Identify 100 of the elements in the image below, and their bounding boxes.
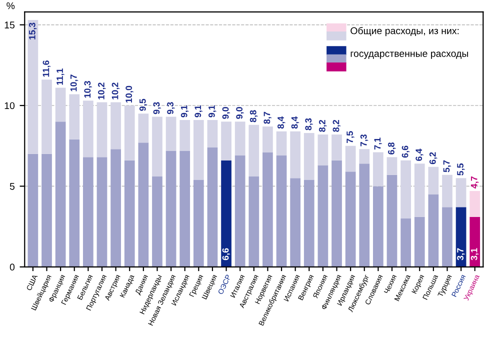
bar	[166, 116, 176, 151]
bar	[110, 102, 121, 150]
bar	[28, 154, 38, 267]
total-label: 8,8	[250, 110, 258, 122]
bar	[138, 114, 149, 143]
total-label: 10,3	[84, 81, 92, 98]
bar	[42, 154, 52, 267]
total-label: 5,5	[457, 163, 465, 176]
bar	[400, 218, 411, 267]
total-label: 8,4	[291, 116, 300, 129]
bar	[221, 122, 232, 160]
bar	[180, 120, 190, 151]
bar	[428, 194, 439, 267]
bar	[193, 120, 204, 180]
bar	[152, 176, 162, 267]
total-label: 7,1	[374, 138, 382, 150]
bar	[55, 88, 66, 122]
bar	[42, 80, 52, 154]
bar	[318, 165, 328, 267]
legend-label: государственные расходы	[350, 52, 468, 59]
bar	[96, 157, 108, 267]
bar	[69, 139, 80, 267]
bar	[28, 20, 38, 154]
total-label: 9,1	[194, 105, 202, 118]
bar	[69, 94, 80, 140]
total-label: 8,7	[264, 112, 272, 124]
total-label: 8,3	[305, 118, 313, 130]
bar	[428, 166, 439, 194]
bar	[248, 124, 260, 177]
total-label: 8,2	[318, 120, 327, 132]
bar	[55, 122, 66, 267]
bar	[345, 146, 356, 172]
total-label: 9,5	[139, 98, 148, 111]
total-label: 6,8	[388, 142, 396, 154]
data-label: 3,1	[470, 248, 479, 260]
bar	[82, 100, 94, 158]
bar	[345, 172, 356, 267]
bar	[180, 150, 190, 267]
y-tick-label: 15	[4, 22, 15, 28]
bar	[234, 156, 246, 267]
total-label: 5,7	[443, 160, 451, 172]
bar	[221, 160, 232, 267]
total-label: 9,0	[222, 107, 230, 119]
y-tick-label: 5	[10, 183, 15, 190]
data-label: 3,7	[457, 248, 465, 260]
total-label: 10,2	[112, 82, 120, 100]
y-axis-title: %	[6, 2, 15, 10]
bar	[373, 152, 384, 186]
bar	[248, 176, 260, 267]
legend-label: Общие расходы, из них:	[350, 26, 459, 36]
bar	[124, 160, 135, 267]
bar	[414, 216, 425, 267]
bar	[470, 191, 480, 217]
bar	[138, 142, 149, 267]
bar	[386, 157, 398, 175]
data-label: 6,6	[222, 248, 230, 260]
total-label: 9,3	[153, 102, 161, 114]
bar	[166, 150, 176, 267]
bar	[82, 157, 94, 267]
bar	[456, 178, 466, 208]
bar	[152, 116, 162, 177]
bar	[234, 122, 246, 156]
bar	[262, 152, 273, 267]
total-label: 6,2	[429, 152, 438, 164]
total-label: 8,2	[332, 120, 340, 132]
total-label: 6,4	[416, 148, 424, 161]
bar	[332, 134, 342, 160]
bar	[276, 156, 287, 267]
total-label: 9,1	[208, 105, 216, 118]
bar	[96, 102, 108, 158]
bar	[414, 164, 425, 217]
bar	[400, 160, 411, 218]
y-tick-label: 0	[10, 264, 15, 271]
bar	[442, 174, 452, 208]
total-label: 9,0	[236, 107, 244, 119]
bar	[442, 207, 452, 267]
total-label: 11,6	[42, 60, 50, 77]
bar	[318, 134, 328, 166]
bar	[207, 147, 218, 267]
bar	[124, 106, 135, 160]
bar	[110, 149, 121, 267]
total-label: 10,7	[70, 74, 78, 92]
y-tick-label: 10	[4, 102, 15, 110]
bar	[304, 132, 314, 180]
bar	[470, 216, 480, 267]
total-label: 8,4	[278, 116, 286, 129]
bar	[262, 126, 273, 152]
total-label: 9,3	[167, 102, 175, 114]
bar	[290, 131, 301, 178]
bar	[359, 164, 370, 267]
total-label: 7,5	[346, 131, 354, 144]
bar	[332, 160, 342, 267]
bar	[207, 120, 218, 148]
total-label: 7,3	[360, 134, 368, 146]
bar	[193, 180, 204, 267]
bar	[276, 131, 287, 156]
total-label: 4,7	[470, 176, 479, 188]
total-label: 15,3	[28, 22, 37, 40]
bar	[456, 207, 466, 267]
bar	[386, 174, 398, 267]
